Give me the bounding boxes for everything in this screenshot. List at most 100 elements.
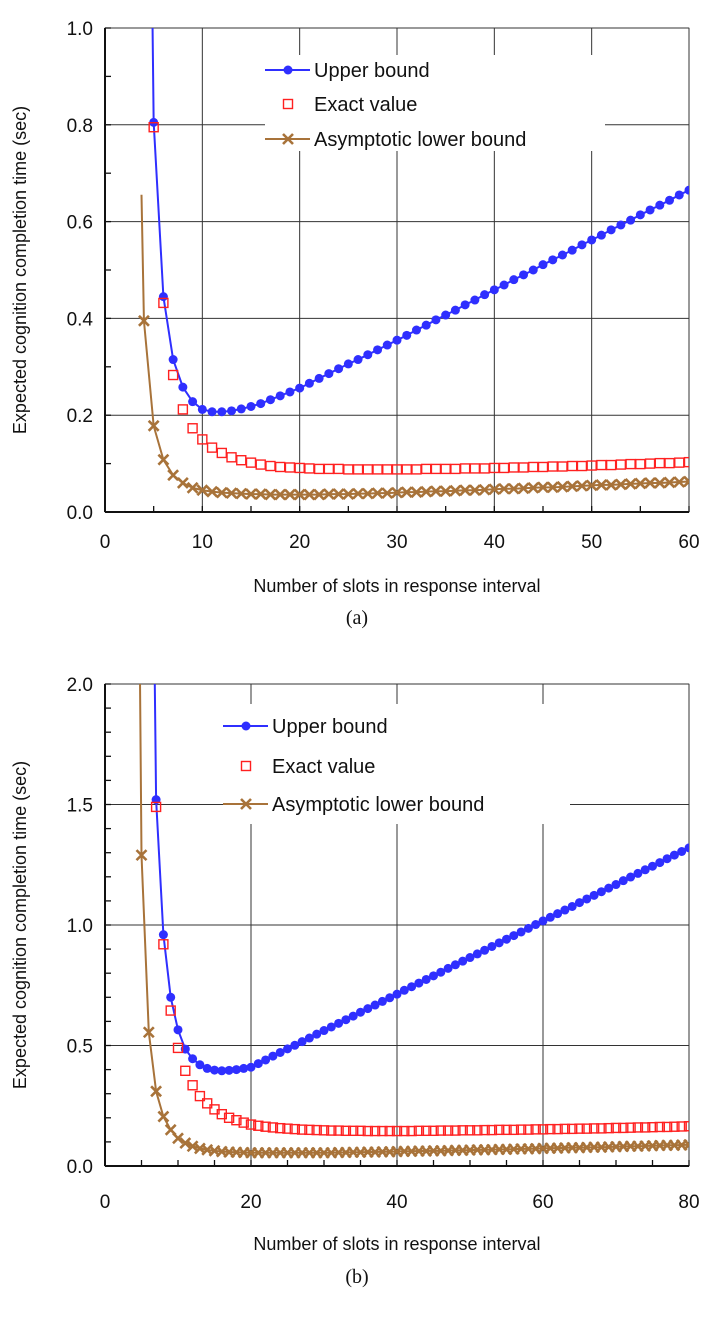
data-point (661, 1121, 673, 1133)
data-point (187, 1080, 198, 1091)
data-point (519, 270, 529, 280)
data-point (459, 484, 472, 497)
data-point (223, 1112, 235, 1124)
data-point (138, 314, 150, 327)
data-point (431, 315, 441, 325)
data-point (253, 1120, 264, 1131)
data-point (187, 423, 198, 434)
data-point (548, 255, 558, 265)
y-tick-label: 0.0 (67, 503, 93, 524)
data-point (439, 485, 452, 498)
legend-label: Exact value (272, 756, 375, 778)
data-point (217, 407, 227, 417)
data-point (556, 480, 569, 493)
plot-area (138, 28, 689, 501)
data-point (313, 463, 325, 475)
data-point (489, 285, 499, 295)
data-point (523, 1124, 534, 1135)
data-point (494, 938, 504, 948)
data-point (450, 463, 461, 475)
data-point (624, 478, 637, 490)
data-point (284, 462, 296, 473)
data-point (683, 456, 689, 468)
data-point (582, 894, 592, 904)
data-point (293, 488, 306, 501)
data-point (547, 461, 558, 472)
data-point (399, 985, 409, 995)
data-point (585, 479, 598, 492)
data-point (450, 305, 460, 315)
x-tick-label: 10 (192, 532, 213, 553)
data-point (135, 849, 148, 862)
data-point (442, 1125, 454, 1136)
x-tick-label: 20 (289, 532, 310, 553)
data-point (150, 801, 162, 813)
data-point (615, 459, 627, 470)
data-point (480, 290, 490, 300)
data-point (517, 482, 530, 495)
data-point (537, 1124, 549, 1135)
data-point (683, 475, 689, 488)
data-point (197, 404, 207, 414)
data-point (166, 992, 176, 1002)
data-point (340, 1125, 352, 1137)
data-point (150, 1085, 163, 1098)
data-point (373, 345, 383, 355)
data-point (254, 488, 267, 501)
data-point (465, 953, 475, 963)
data-point (553, 909, 563, 919)
data-point (618, 876, 628, 886)
data-point (576, 479, 588, 492)
data-point (436, 967, 446, 977)
data-point (430, 485, 442, 498)
data-point (589, 890, 599, 900)
y-tick-label: 0.6 (67, 213, 93, 234)
data-point (173, 1025, 183, 1035)
data-point (501, 1124, 512, 1136)
data-point (202, 1063, 212, 1073)
data-point (644, 458, 656, 469)
legend-label: Asymptotic lower bound (314, 129, 526, 151)
data-point (178, 382, 188, 392)
data-point (355, 1125, 366, 1137)
x-tick-label: 20 (240, 1192, 261, 1213)
data-point (384, 1125, 395, 1137)
data-point (352, 464, 364, 475)
data-point (663, 476, 676, 489)
y-tick-label: 2.0 (67, 675, 93, 696)
y-tick-label: 0.8 (67, 116, 93, 137)
data-point (245, 457, 257, 468)
data-point (284, 488, 296, 501)
data-point (523, 923, 533, 933)
series-upper-bound (149, 28, 689, 417)
data-point (256, 399, 266, 409)
data-point (674, 457, 685, 468)
data-point (552, 1123, 563, 1135)
data-point (236, 455, 247, 466)
y-tick-label: 0.5 (67, 1037, 93, 1058)
data-point (240, 760, 252, 772)
data-point (411, 325, 421, 335)
data-point (158, 930, 168, 940)
data-point (674, 190, 684, 200)
data-point (626, 872, 636, 882)
data-point (353, 355, 363, 365)
data-point (421, 463, 432, 475)
data-point (673, 476, 686, 488)
data-point (313, 488, 326, 501)
data-point (567, 901, 577, 911)
data-point (382, 464, 393, 475)
data-point (611, 880, 621, 890)
data-point (664, 457, 675, 469)
chart-a: 0 10 20 30 40 50 60 0.0 0.2 0.4 0.6 0.8 1.0 Number of… (10, 19, 700, 629)
data-point (499, 280, 509, 290)
data-point (158, 939, 169, 950)
figure-caption: (b) (345, 1266, 368, 1288)
data-point (566, 480, 579, 493)
data-point (268, 1051, 278, 1061)
data-point (255, 459, 266, 470)
data-point (684, 185, 689, 195)
data-point (304, 1033, 314, 1043)
data-point (460, 300, 470, 310)
